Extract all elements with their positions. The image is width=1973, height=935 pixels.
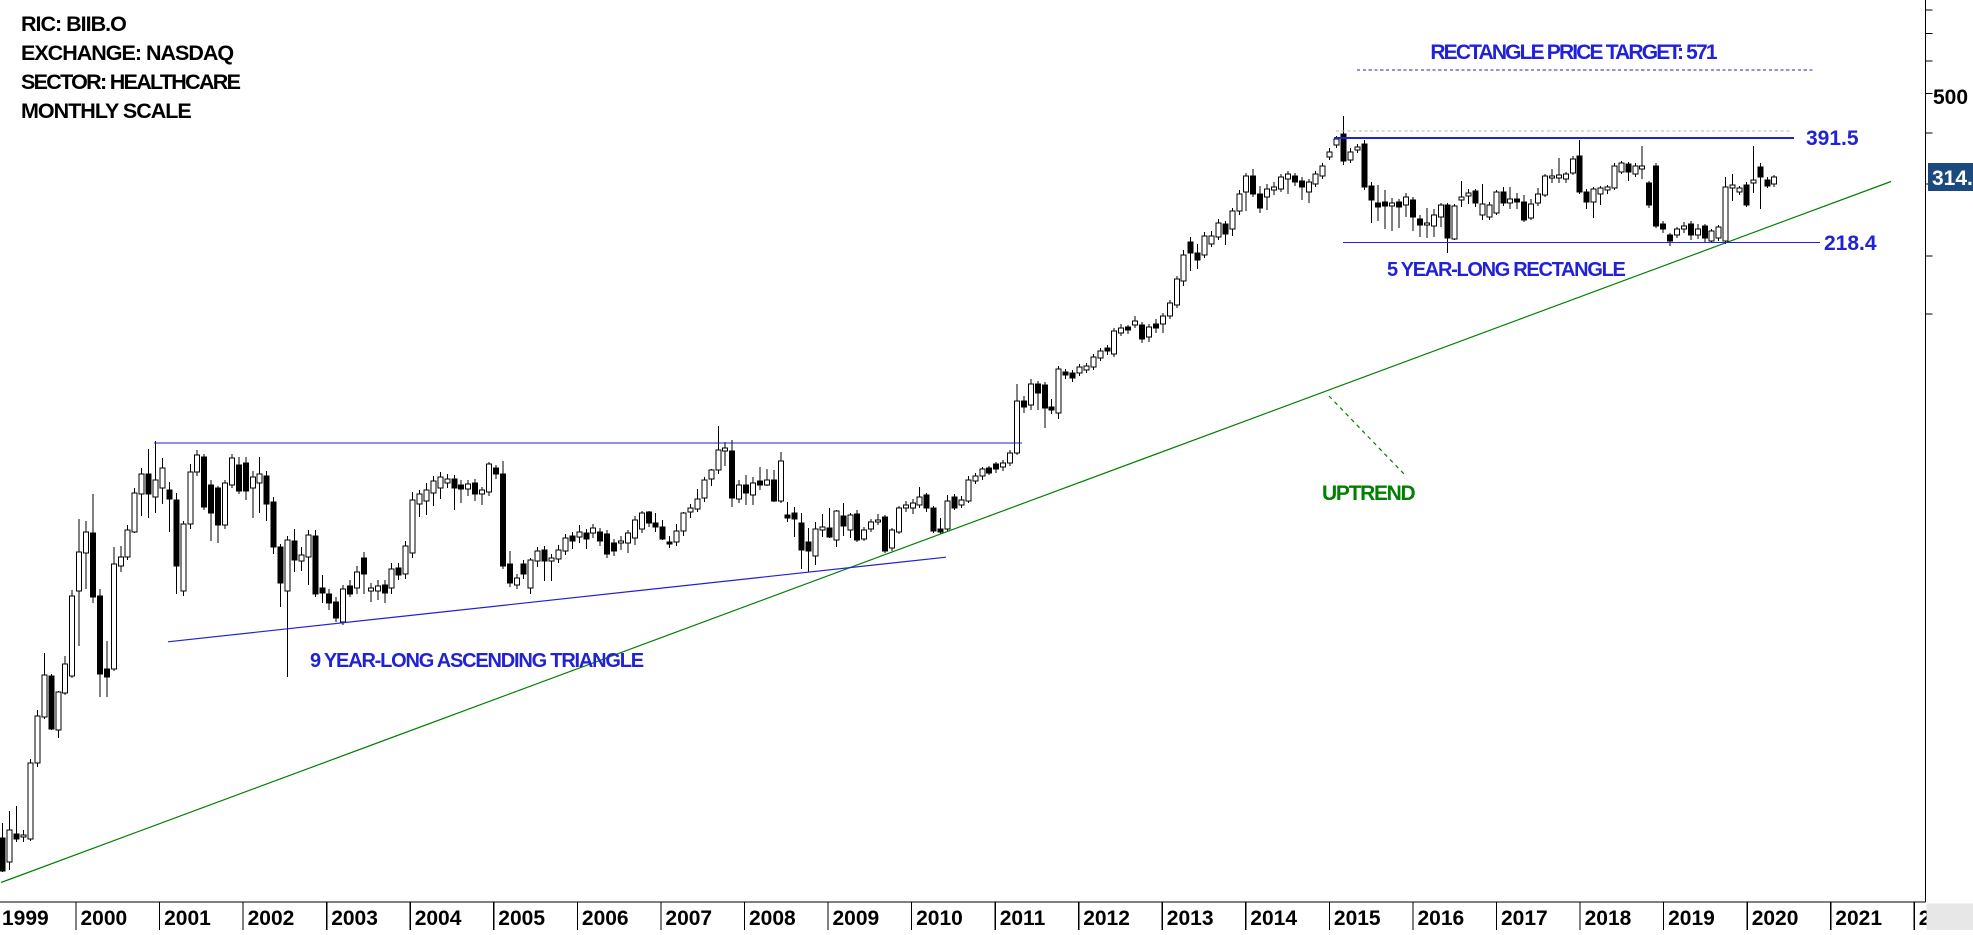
- svg-text:2013: 2013: [1167, 907, 1214, 930]
- svg-text:RECTANGLE PRICE TARGET: 571: RECTANGLE PRICE TARGET: 571: [1430, 41, 1717, 64]
- svg-text:2011: 2011: [1000, 907, 1046, 930]
- svg-text:2015: 2015: [1334, 907, 1381, 930]
- svg-text:2009: 2009: [833, 907, 880, 930]
- svg-text:2019: 2019: [1668, 907, 1715, 930]
- svg-text:2008: 2008: [749, 907, 796, 930]
- svg-text:2003: 2003: [331, 907, 378, 930]
- svg-text:2018: 2018: [1585, 907, 1632, 930]
- svg-text:2000: 2000: [81, 907, 128, 930]
- svg-text:2012: 2012: [1083, 907, 1130, 930]
- svg-text:391.5: 391.5: [1806, 127, 1859, 150]
- svg-text:2010: 2010: [916, 907, 963, 930]
- svg-text:2004: 2004: [415, 907, 462, 930]
- svg-text:2016: 2016: [1418, 907, 1465, 930]
- svg-text:UPTREND: UPTREND: [1322, 482, 1416, 505]
- svg-text:5 YEAR-LONG RECTANGLE: 5 YEAR-LONG RECTANGLE: [1387, 259, 1625, 281]
- svg-text:2017: 2017: [1501, 907, 1548, 930]
- svg-text:RIC: BIIB.O: RIC: BIIB.O: [21, 12, 126, 36]
- svg-text:2001: 2001: [164, 907, 211, 930]
- svg-text:218.4: 218.4: [1824, 232, 1877, 255]
- svg-text:9 YEAR-LONG ASCENDING TRIANGLE: 9 YEAR-LONG ASCENDING TRIANGLE: [310, 650, 644, 672]
- svg-text:2020: 2020: [1752, 907, 1799, 930]
- svg-text:2021: 2021: [1835, 907, 1882, 930]
- svg-text:EXCHANGE: NASDAQ: EXCHANGE: NASDAQ: [21, 41, 233, 65]
- svg-text:2014: 2014: [1250, 907, 1297, 930]
- svg-text:500: 500: [1933, 86, 1968, 109]
- svg-text:2005: 2005: [498, 907, 545, 930]
- svg-text:2006: 2006: [582, 907, 629, 930]
- svg-text:2002: 2002: [248, 907, 295, 930]
- svg-text:314.: 314.: [1932, 167, 1973, 190]
- svg-text:MONTHLY SCALE: MONTHLY SCALE: [21, 99, 191, 123]
- svg-text:SECTOR: HEALTHCARE: SECTOR: HEALTHCARE: [21, 70, 241, 94]
- svg-text:2007: 2007: [665, 907, 712, 930]
- svg-text:1999: 1999: [2, 907, 49, 930]
